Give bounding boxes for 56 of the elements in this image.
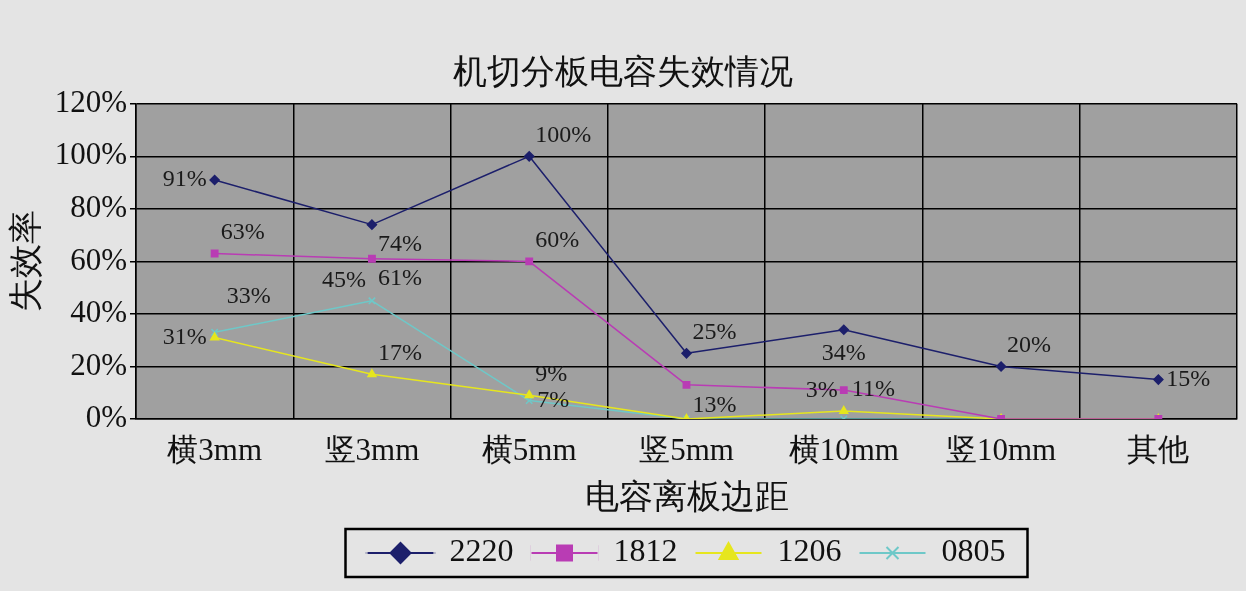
data-label: 13% — [692, 390, 737, 417]
point — [525, 257, 534, 266]
data-label: 9% — [535, 360, 568, 387]
y-axis-title: 失效率 — [7, 210, 45, 313]
point — [368, 296, 376, 305]
legend-label: 1206 — [777, 532, 842, 569]
data-label: 33% — [226, 281, 271, 308]
y-tick-label: 80% — [70, 189, 127, 225]
point — [681, 348, 692, 359]
x-tick-label: 竖5mm — [639, 431, 734, 467]
y-tick-label: 60% — [70, 241, 127, 277]
data-label: 61% — [377, 264, 422, 291]
point — [523, 151, 535, 162]
chart-title: 机切分板电容失效情况 — [452, 53, 793, 91]
x-tick-label: 其他 — [1127, 431, 1190, 467]
x-tick-label: 横5mm — [481, 431, 577, 467]
data-label: 45% — [321, 265, 366, 292]
point — [209, 174, 220, 186]
legend-label: 2220 — [449, 532, 514, 569]
point — [210, 249, 219, 258]
point — [838, 324, 850, 335]
y-tick-label: 40% — [70, 294, 127, 330]
point — [210, 332, 220, 341]
y-tick-label: 100% — [54, 136, 127, 172]
point — [839, 405, 849, 415]
point — [524, 390, 534, 399]
data-label: 34% — [821, 338, 866, 365]
y-tick-label: 0% — [85, 399, 127, 435]
data-label: 17% — [377, 339, 422, 366]
data-label: 60% — [535, 226, 580, 253]
x-tick-label: 竖10mm — [945, 431, 1057, 467]
point — [366, 219, 378, 230]
x-tick-label: 横10mm — [788, 431, 899, 467]
legend-label: 0805 — [941, 532, 1006, 569]
point — [682, 380, 691, 389]
point — [839, 386, 848, 395]
point — [1153, 374, 1164, 385]
data-label: 74% — [377, 230, 422, 257]
point — [995, 361, 1007, 372]
y-tick-label: 20% — [70, 346, 127, 382]
point — [210, 328, 219, 337]
point — [368, 254, 376, 263]
data-label: 15% — [1166, 364, 1211, 391]
x-axis-title: 电容离板边距 — [584, 477, 789, 515]
x-tick-label: 竖3mm — [324, 431, 420, 467]
data-label: 63% — [220, 218, 265, 245]
y-tick-label: 120% — [54, 83, 127, 119]
x-tick-label: 横3mm — [167, 431, 263, 467]
data-label: 31% — [162, 322, 207, 349]
point — [367, 369, 377, 378]
data-label: 11% — [851, 375, 895, 402]
data-label: 100% — [535, 121, 592, 148]
data-label: 20% — [1007, 331, 1052, 358]
data-label: 91% — [162, 165, 207, 192]
data-label: 25% — [692, 318, 737, 345]
legend-label: 1812 — [613, 532, 678, 569]
